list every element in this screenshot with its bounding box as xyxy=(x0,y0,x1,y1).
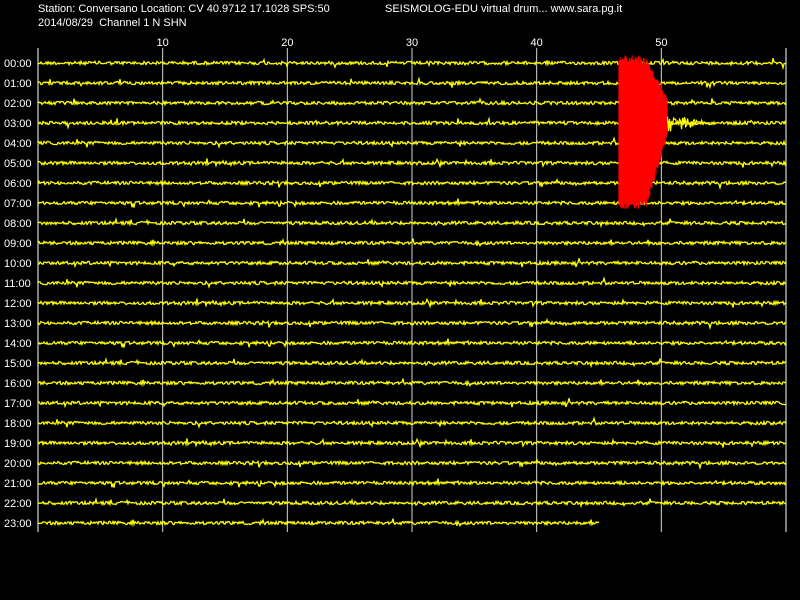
trace-row xyxy=(37,198,787,208)
row-time-label: 17:00 xyxy=(4,398,32,410)
trace-row xyxy=(37,157,787,169)
date-channel: 2014/08/29 Channel 1 N SHN xyxy=(38,17,187,29)
row-time-label: 07:00 xyxy=(4,198,32,210)
trace-row xyxy=(37,398,787,409)
trace-row xyxy=(37,238,787,248)
trace-row xyxy=(37,317,787,331)
row-time-label: 23:00 xyxy=(4,518,32,530)
x-tick-label: 50 xyxy=(655,37,667,49)
earthquake-coda xyxy=(666,116,711,132)
trace-row xyxy=(37,518,600,528)
x-tick-label: 20 xyxy=(281,37,293,49)
trace-row xyxy=(37,497,787,509)
trace-row xyxy=(37,338,787,348)
trace-row xyxy=(37,276,787,289)
trace-row xyxy=(37,217,787,229)
row-time-label: 05:00 xyxy=(4,158,32,170)
row-time-label: 03:00 xyxy=(4,118,32,130)
row-time-label: 08:00 xyxy=(4,218,32,230)
row-time-label: 12:00 xyxy=(4,298,32,310)
x-tick-label: 30 xyxy=(406,37,418,49)
trace-row xyxy=(37,437,786,449)
trace-row xyxy=(37,357,787,369)
trace-row xyxy=(37,297,787,309)
row-time-label: 19:00 xyxy=(4,438,32,450)
trace-row xyxy=(37,57,787,71)
trace-row xyxy=(37,76,787,90)
x-tick-label: 10 xyxy=(157,37,169,49)
row-time-label: 14:00 xyxy=(4,338,32,350)
row-time-label: 13:00 xyxy=(4,318,32,330)
trace-row xyxy=(37,177,787,191)
station-info: Station: Conversano Location: CV 40.9712… xyxy=(38,3,330,15)
row-time-label: 11:00 xyxy=(4,278,31,290)
x-tick-label: 40 xyxy=(531,37,543,49)
trace-row xyxy=(37,378,786,388)
app-title: SEISMOLOG-EDU virtual drum... www.sara.p… xyxy=(385,3,623,15)
row-time-label: 00:00 xyxy=(4,58,32,70)
row-time-label: 06:00 xyxy=(4,178,32,190)
trace-row xyxy=(37,258,787,269)
row-time-label: 10:00 xyxy=(4,258,32,270)
row-time-label: 22:00 xyxy=(4,498,32,510)
trace-row xyxy=(37,416,787,429)
row-time-label: 15:00 xyxy=(4,358,32,370)
row-time-label: 18:00 xyxy=(4,418,32,430)
row-time-label: 02:00 xyxy=(4,98,32,110)
trace-row xyxy=(37,478,787,488)
row-time-label: 16:00 xyxy=(4,378,32,390)
row-time-label: 20:00 xyxy=(4,458,32,470)
row-time-label: 04:00 xyxy=(4,138,32,150)
row-time-label: 09:00 xyxy=(4,238,32,250)
trace-row xyxy=(37,457,787,471)
row-time-label: 21:00 xyxy=(4,478,32,490)
row-time-label: 01:00 xyxy=(4,78,32,90)
earthquake-signal xyxy=(618,55,668,209)
